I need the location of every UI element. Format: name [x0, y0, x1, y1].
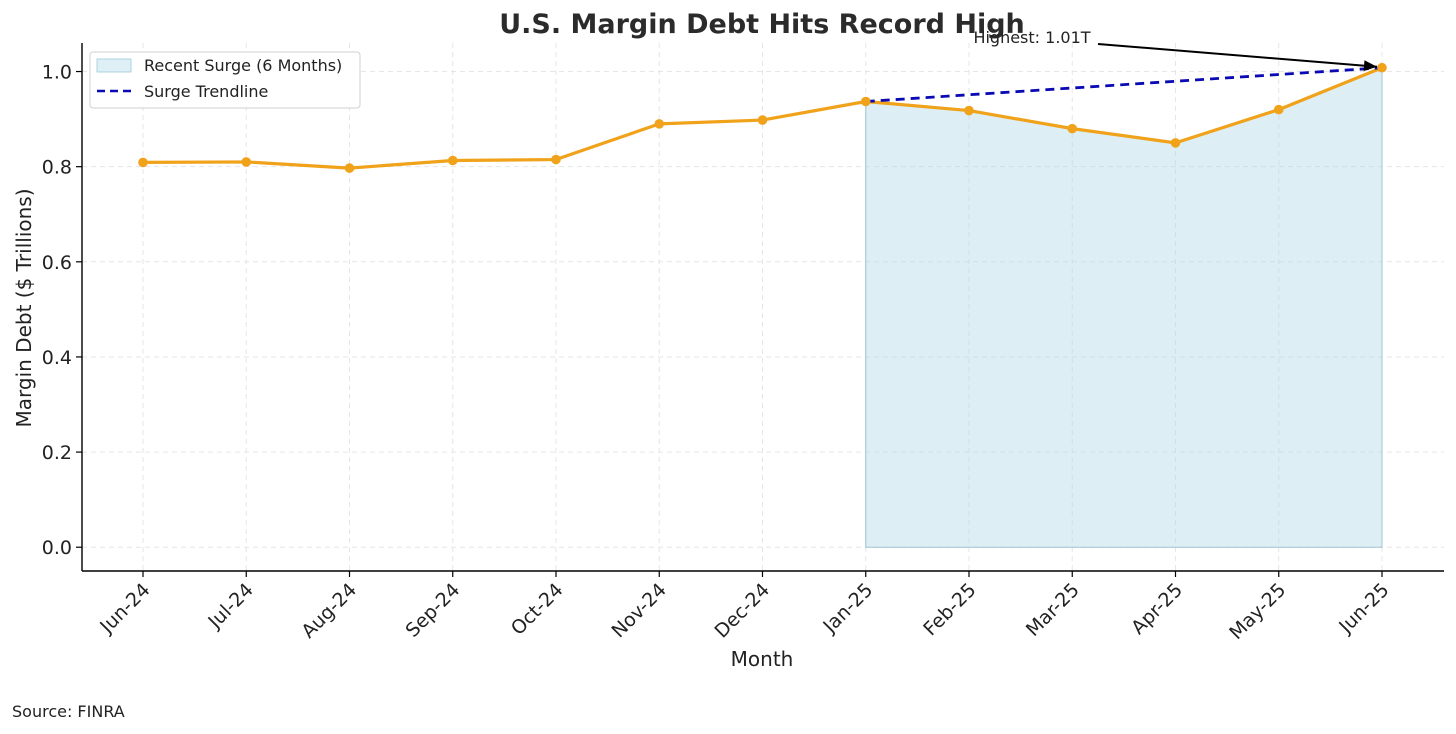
x-tick-label: Jun-25	[1334, 579, 1393, 638]
data-point	[1067, 123, 1078, 134]
x-tick-label: Dec-24	[711, 579, 775, 643]
source-note: Source: FINRA	[12, 702, 125, 721]
data-point	[757, 115, 768, 125]
data-point	[964, 105, 974, 116]
annotation-arrow-line	[1097, 43, 1378, 68]
x-tick-label: Feb-25	[919, 579, 980, 640]
x-tick-label: Nov-24	[607, 579, 670, 642]
x-axis-label: Month	[731, 647, 794, 671]
x-tick-label: Aug-24	[297, 579, 361, 643]
trendline-layer	[865, 66, 1383, 103]
surge-area-layer	[865, 66, 1383, 548]
y-tick-label: 0.2	[42, 442, 72, 464]
x-tick-label: Oct-24	[507, 579, 568, 640]
y-tick-label: 0.4	[42, 347, 72, 369]
legend: Recent Surge (6 Months) Surge Trendline	[89, 51, 361, 109]
axes	[76, 43, 1444, 577]
data-point	[551, 154, 561, 165]
legend-box	[89, 51, 361, 109]
data-point	[654, 119, 665, 129]
data-point	[344, 163, 355, 173]
x-tick-label: Apr-25	[1127, 579, 1187, 639]
surge-area	[865, 66, 1383, 548]
max-annotation: Highest: 1.01T	[973, 28, 1378, 72]
annotation-arrow-head	[1363, 60, 1377, 72]
x-tick-label: May-25	[1225, 579, 1290, 644]
data-point	[447, 155, 458, 166]
data-point	[1377, 62, 1387, 73]
x-tick-label: Jun-24	[95, 579, 154, 638]
data-point	[1170, 138, 1181, 148]
y-tick-label: 0.8	[42, 157, 72, 179]
surge-trendline	[865, 66, 1383, 103]
y-tick-label: 1.0	[42, 62, 72, 84]
x-tick-label: Jul-24	[203, 579, 257, 633]
annotation-text: Highest: 1.01T	[973, 28, 1090, 47]
x-tick-label: Sep-24	[401, 579, 464, 642]
data-point	[1273, 104, 1284, 115]
y-tick-label: 0.0	[42, 537, 72, 559]
chart-title: U.S. Margin Debt Hits Record High	[499, 9, 1025, 40]
x-tick-label: Jan-25	[818, 579, 877, 638]
margin-debt-chart: 0.0 0.2 0.4 0.6 0.8 1.0 Jun-24 Jul-24 Aug-24 Sep-…	[12, 9, 1444, 671]
legend-swatch-surge	[96, 58, 132, 73]
legend-label-surge: Recent Surge (6 Months)	[144, 56, 342, 75]
data-point	[241, 157, 252, 167]
x-tick-label: Mar-25	[1022, 579, 1084, 641]
data-point	[860, 96, 871, 107]
legend-label-trendline: Surge Trendline	[144, 82, 268, 101]
y-tick-label: 0.6	[42, 252, 72, 274]
series-points-layer	[138, 62, 1387, 173]
data-point	[138, 157, 148, 168]
y-axis-label: Margin Debt ($ Trillions)	[12, 188, 36, 427]
